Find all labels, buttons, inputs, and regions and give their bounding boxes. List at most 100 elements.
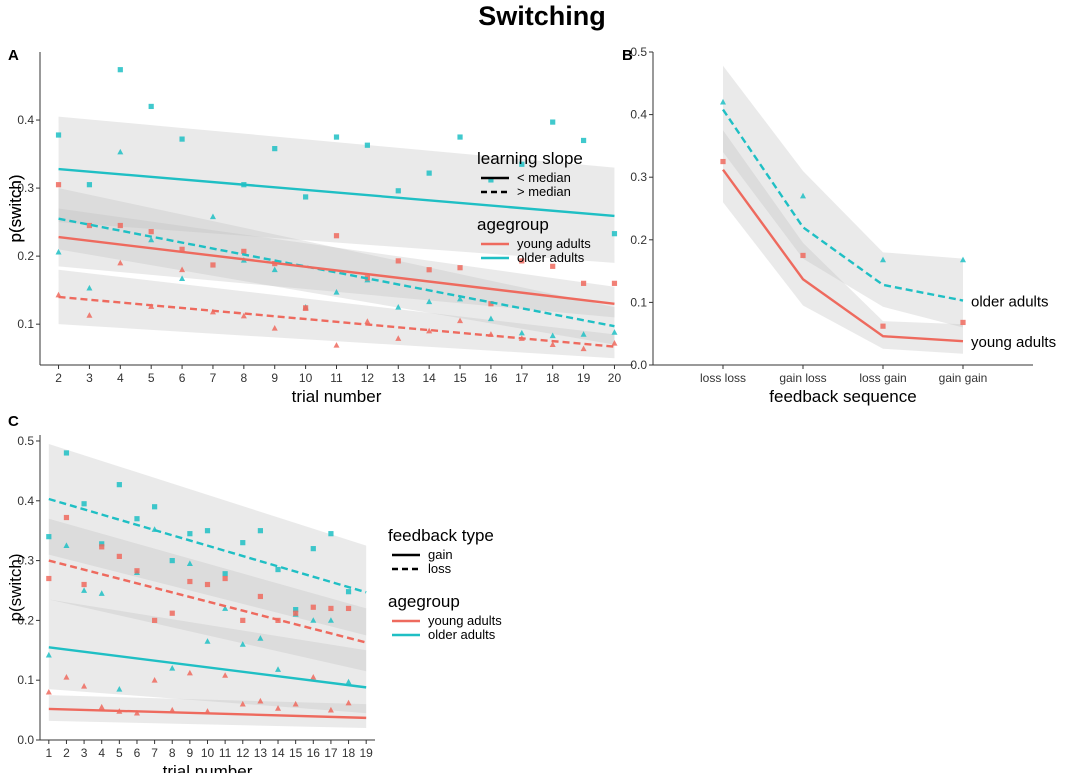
data-point-C-young xyxy=(328,605,334,612)
data-point-A-older xyxy=(549,332,556,339)
data-point-B-young xyxy=(720,158,726,165)
x-tick-label-C: 14 xyxy=(271,746,285,760)
y-tick-label-A: 0.1 xyxy=(17,317,34,331)
ci-ribbon-C-2 xyxy=(48,599,367,714)
data-point-A-older xyxy=(487,315,494,322)
x-tick-label-C: 3 xyxy=(81,746,88,760)
data-point-C-older xyxy=(204,638,211,644)
data-point-A-young xyxy=(179,266,186,273)
data-point-C-young xyxy=(81,581,87,588)
x-tick-label-C: 1 xyxy=(45,746,52,760)
x-tick-label-C: 12 xyxy=(236,746,250,760)
data-point-A-young xyxy=(117,259,124,266)
data-point-C-young xyxy=(204,581,211,588)
data-point-B-older xyxy=(800,192,806,199)
data-point-C-young xyxy=(293,610,299,616)
y-tick-label-B: 0.5 xyxy=(630,45,647,59)
fit-line-C-0 xyxy=(48,497,367,594)
data-point-A-older xyxy=(179,136,185,142)
x-tick-label-C: 2 xyxy=(63,746,70,760)
x-tick-label-C: 10 xyxy=(201,746,215,760)
data-point-C-young xyxy=(169,706,176,713)
data-point-C-young xyxy=(292,700,299,707)
data-point-A-older xyxy=(55,248,62,255)
x-tick-label-A: 19 xyxy=(577,371,591,385)
data-point-C-young xyxy=(240,617,246,623)
legend-label-A: older adults xyxy=(517,250,585,265)
data-point-A-young xyxy=(611,280,618,286)
panel-letter-C: C xyxy=(8,413,19,430)
data-point-B-young xyxy=(960,319,966,326)
data-point-A-young xyxy=(117,222,123,229)
x-tick-label-A: 20 xyxy=(608,371,622,385)
y-tick-label-B: 0.4 xyxy=(630,108,647,122)
data-point-C-older xyxy=(63,450,70,456)
data-point-A-young xyxy=(580,345,587,352)
x-tick-label-A: 10 xyxy=(299,371,313,385)
data-point-C-young xyxy=(222,672,229,678)
data-point-A-young xyxy=(426,267,432,273)
data-point-C-older xyxy=(239,641,246,647)
fit-line-C-2 xyxy=(48,646,367,689)
data-point-C-older xyxy=(63,542,70,549)
data-point-A-older xyxy=(333,288,340,295)
data-point-C-older xyxy=(257,528,263,534)
data-point-A-young xyxy=(457,317,464,324)
data-point-C-young xyxy=(186,669,193,676)
fit-line-B-1 xyxy=(722,168,964,343)
x-tick-label-A: 16 xyxy=(484,371,498,385)
data-point-A-older xyxy=(488,177,494,183)
data-point-A-older xyxy=(86,182,93,188)
y-tick-label-A: 0.3 xyxy=(17,181,34,195)
data-point-A-older xyxy=(550,119,556,125)
x-tick-label-C: 19 xyxy=(360,746,374,760)
data-point-A-young xyxy=(549,341,556,347)
legend-label-C: young adults xyxy=(428,613,502,628)
ci-ribbon-A-2 xyxy=(58,208,615,318)
data-point-C-young xyxy=(63,514,70,521)
ci-ribbon-A-1 xyxy=(58,188,615,345)
data-point-A-young xyxy=(271,325,278,331)
x-tick-label-C: 7 xyxy=(151,746,158,760)
data-point-C-young xyxy=(187,578,193,585)
data-point-C-young xyxy=(46,575,52,582)
data-point-C-older xyxy=(310,617,317,623)
data-point-B-older xyxy=(880,256,886,263)
x-tick-label-A: 4 xyxy=(117,371,124,385)
data-point-C-older xyxy=(169,557,175,564)
x-tick-label-B: gain gain xyxy=(939,371,988,385)
x-tick-label-A: 6 xyxy=(179,371,186,385)
data-point-A-older xyxy=(518,329,525,336)
data-point-C-older xyxy=(204,528,211,534)
data-point-A-older xyxy=(611,329,618,335)
x-tick-label-A: 8 xyxy=(241,371,248,385)
x-tick-label-A: 5 xyxy=(148,371,155,385)
data-point-C-young xyxy=(310,674,317,680)
y-axis-label-B: p(switch) xyxy=(6,174,25,242)
data-point-C-older xyxy=(240,540,246,546)
legend-title-C-0: feedback type xyxy=(388,526,494,545)
y-tick-label-C: 0.1 xyxy=(17,673,34,687)
data-point-B-older xyxy=(960,256,966,263)
data-point-A-older xyxy=(333,134,340,140)
data-point-A-older xyxy=(426,170,432,176)
data-point-C-young xyxy=(345,699,352,706)
data-point-A-older xyxy=(209,213,216,220)
legend-label-C: gain xyxy=(428,547,453,562)
x-tick-label-C: 9 xyxy=(187,746,194,760)
data-point-A-older xyxy=(272,146,278,152)
data-point-A-older xyxy=(457,295,464,302)
data-point-C-older xyxy=(99,541,105,547)
data-point-A-young xyxy=(426,327,433,334)
data-point-C-young xyxy=(134,568,140,574)
x-axis-label-B: feedback sequence xyxy=(769,387,916,406)
data-point-A-older xyxy=(395,188,401,194)
x-tick-label-C: 17 xyxy=(324,746,338,760)
data-point-C-older xyxy=(81,587,88,593)
y-tick-label-A: 0.2 xyxy=(17,249,34,263)
data-point-C-young xyxy=(133,709,140,716)
ci-ribbon-C-1 xyxy=(48,518,367,672)
x-tick-label-C: 5 xyxy=(116,746,123,760)
x-tick-label-C: 18 xyxy=(342,746,356,760)
data-point-A-older xyxy=(519,161,525,167)
